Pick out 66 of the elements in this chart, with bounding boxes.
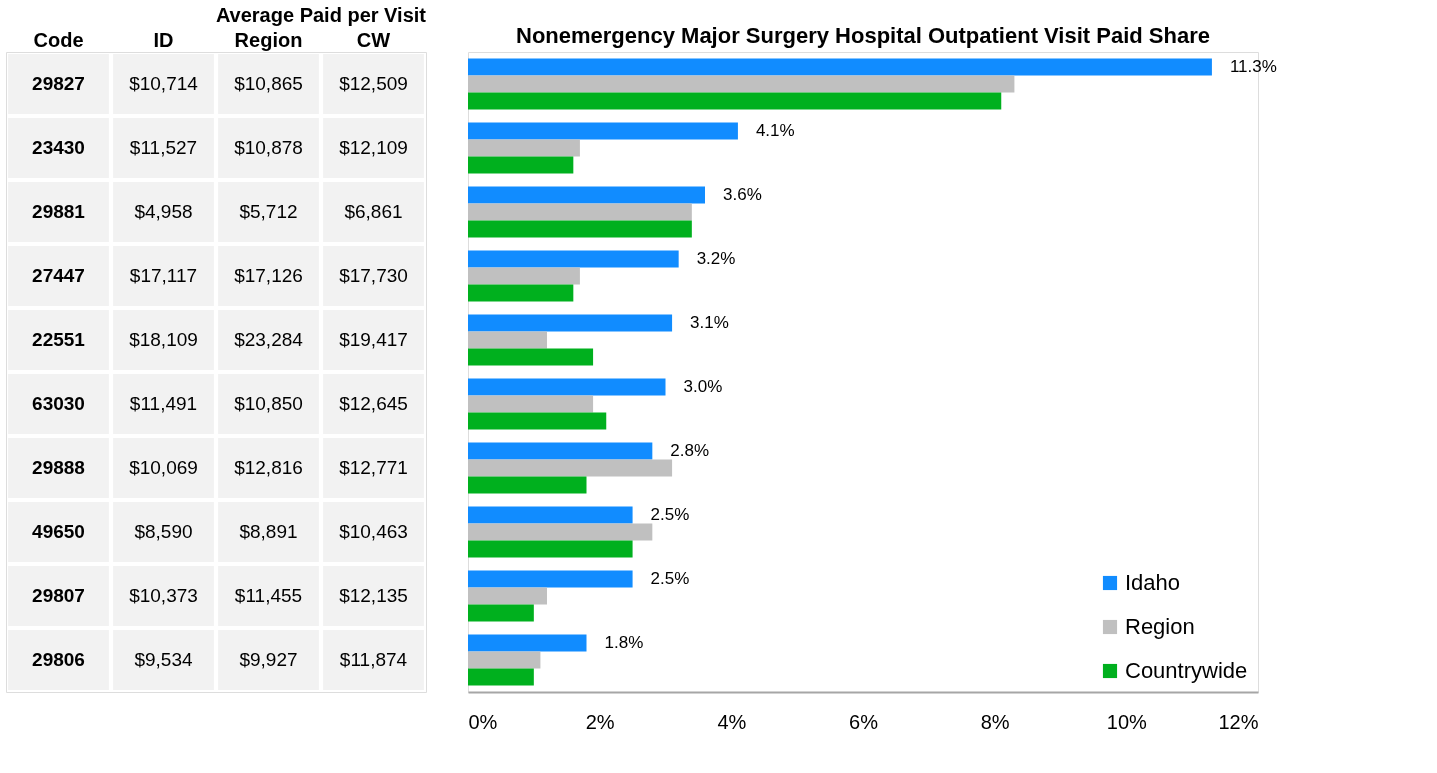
data-label: $8,891 bbox=[239, 521, 298, 542]
data-label: $12,135 bbox=[339, 585, 408, 606]
data-label: 1.8% bbox=[604, 632, 644, 652]
data-label: $19,417 bbox=[339, 329, 408, 350]
data-label: $8,590 bbox=[134, 521, 193, 542]
data-label: $4,958 bbox=[134, 201, 193, 222]
category-label: 29827 bbox=[32, 73, 85, 94]
data-label: $10,714 bbox=[129, 73, 199, 94]
data-label: $17,126 bbox=[234, 265, 303, 286]
category-label: 29881 bbox=[32, 201, 86, 222]
series-label: Region bbox=[234, 28, 303, 51]
data-label: $10,865 bbox=[234, 73, 303, 94]
category-label: 27447 bbox=[32, 265, 85, 286]
category-label: 63030 bbox=[32, 393, 85, 414]
x-tick-label: 8% bbox=[980, 710, 1010, 733]
category-label: 29806 bbox=[32, 649, 85, 670]
data-label: 2.8% bbox=[670, 440, 710, 460]
data-label: $12,109 bbox=[339, 137, 408, 158]
data-label: 3.1% bbox=[690, 312, 729, 332]
legend-label: Idaho bbox=[1125, 570, 1181, 595]
series-label: ID bbox=[153, 28, 174, 51]
data-label: $11,455 bbox=[234, 585, 303, 606]
data-label: 3.6% bbox=[723, 184, 762, 204]
data-label: $10,463 bbox=[339, 521, 408, 542]
data-label: $10,373 bbox=[129, 585, 198, 606]
category-label: 29888 bbox=[32, 457, 85, 478]
x-tick-label: 4% bbox=[717, 710, 747, 733]
series-label: CW bbox=[356, 28, 391, 51]
data-label: $10,878 bbox=[234, 137, 303, 158]
data-label: 4.1% bbox=[755, 120, 795, 140]
data-label: $6,861 bbox=[344, 201, 403, 222]
data-label: $12,771 bbox=[339, 457, 408, 478]
category-label: 22551 bbox=[32, 329, 86, 350]
category-label: 29807 bbox=[32, 585, 85, 606]
category-label: 23430 bbox=[32, 137, 85, 158]
x-tick-label: 12% bbox=[1218, 710, 1259, 733]
data-label: $11,527 bbox=[129, 137, 198, 158]
data-label: $12,509 bbox=[339, 73, 408, 94]
data-label: $17,117 bbox=[129, 265, 198, 286]
data-label: $17,730 bbox=[339, 265, 408, 286]
legend-label: Countrywide bbox=[1125, 658, 1248, 683]
legend-label: Region bbox=[1125, 614, 1195, 639]
data-label: $10,850 bbox=[234, 393, 303, 414]
x-tick-label: 2% bbox=[585, 710, 615, 733]
data-label: $12,816 bbox=[234, 457, 303, 478]
data-label: $9,927 bbox=[239, 649, 298, 670]
category-label: 49650 bbox=[32, 521, 85, 542]
data-label: $12,645 bbox=[339, 393, 408, 414]
data-label: 2.5% bbox=[650, 568, 690, 588]
data-label: $10,069 bbox=[129, 457, 198, 478]
text: Code bbox=[33, 28, 84, 51]
data-label: 3.0% bbox=[683, 376, 723, 396]
data-label: $11,874 bbox=[339, 649, 408, 670]
data-label: $11,491 bbox=[129, 393, 198, 414]
x-tick-label: 10% bbox=[1106, 710, 1148, 733]
chart-title: Nonemergency Major Surgery Hospital Outpatient Visit Paid Share bbox=[516, 23, 1210, 48]
data-label: $5,712 bbox=[239, 201, 298, 222]
x-tick-label: 6% bbox=[849, 710, 879, 733]
data-label: $23,284 bbox=[234, 329, 304, 350]
x-tick-label: 0% bbox=[468, 710, 498, 733]
data-label: 3.2% bbox=[696, 248, 736, 268]
data-label: 11.3% bbox=[1229, 56, 1277, 76]
data-label: 2.5% bbox=[650, 504, 690, 524]
text: Average Paid per Visit bbox=[215, 4, 427, 26]
data-label: $9,534 bbox=[134, 649, 193, 670]
data-label: $18,109 bbox=[129, 329, 198, 350]
